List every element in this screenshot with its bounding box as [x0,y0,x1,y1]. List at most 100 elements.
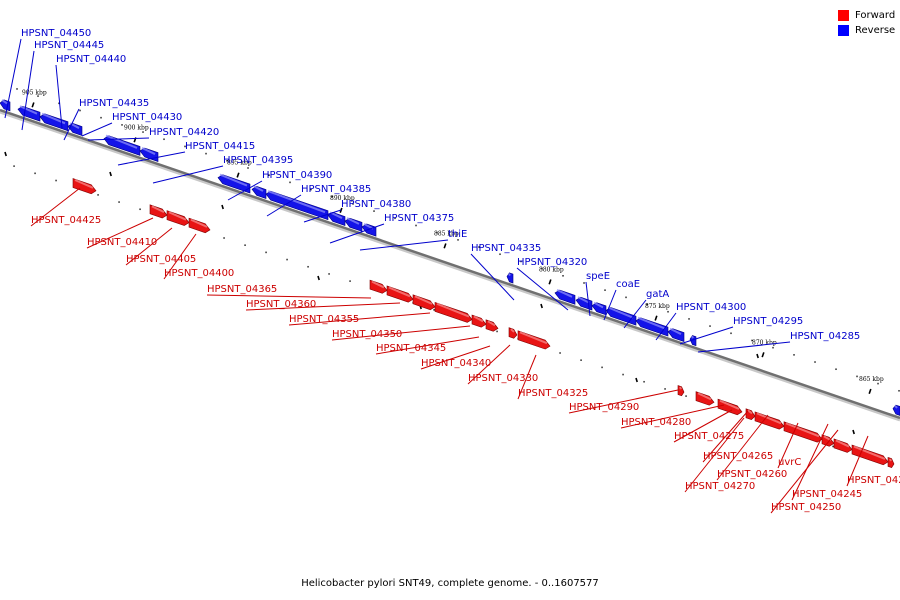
scale-tick [761,352,765,358]
minor-tick-top [625,296,627,299]
minor-tick-bottom [643,380,645,383]
reverse-gene [689,335,697,347]
minor-tick-top [457,239,459,241]
reverse-gene [892,404,900,416]
forward-gene-label: HPSNT_04265 [703,451,773,462]
legend-reverse-label: Reverse [855,25,896,36]
leader-line [375,336,480,355]
minor-tick-top [79,109,81,112]
forward-gene [166,210,190,226]
scale-label: 890 kbp [330,195,355,202]
reverse-gene-label: HPSNT_04385 [301,184,371,195]
minor-tick-top [352,203,354,205]
minor-tick-top [478,246,480,248]
leader-line [163,233,197,280]
minor-tick-top [667,310,669,313]
minor-tick-top [415,224,417,227]
forward-gene [833,438,853,453]
minor-tick-top [688,318,690,320]
forward-gene-label: HPSNT_04410 [87,237,157,248]
minor-tick-top [100,116,102,119]
reverse-swatch [838,25,849,36]
forward-gene [434,301,473,323]
minor-tick-top [184,145,186,148]
minor-tick-bottom [97,194,99,196]
reverse-gene-label: HPSNT_04300 [676,302,746,313]
leader-line [603,289,617,321]
forward-gene [412,294,436,311]
forward-gene [887,456,895,468]
reverse-gene [217,173,251,194]
leader-line [152,165,224,184]
minor-tick-bottom [664,388,666,390]
leader-line [125,227,173,266]
leader-line [30,187,81,227]
forward-gene [188,217,211,234]
reverse-gene-label: HPSNT_04430 [112,112,182,123]
minor-tick-bottom [307,265,309,268]
reverse-gene-label: HPSNT_04390 [262,170,332,181]
forward-gene-label: HPSNT_04365 [207,284,277,295]
major-tick [109,171,112,177]
reverse-gene-label: speE [586,271,610,282]
genome-caption: Helicobacter pylori SNT49, complete geno… [301,578,599,589]
minor-tick-bottom [139,208,141,211]
scale-label: 885 kbp [434,231,459,238]
legend: Forward Reverse [838,8,895,38]
forward-gene-label: HPSNT_04425 [31,215,101,226]
reverse-gene [506,272,514,284]
scale-tick [443,243,447,249]
minor-tick-top [814,361,816,363]
reverse-gene-label: HPSNT_04295 [733,316,803,327]
minor-tick-top [646,303,648,306]
forward-gene [717,398,743,416]
forward-gene-label: HPSNT_04275 [674,431,744,442]
minor-tick-bottom [349,280,351,282]
minor-tick-top [373,210,375,212]
leader-line [303,209,342,223]
scale-tick [548,279,552,285]
major-tick [221,204,224,210]
forward-gene [695,391,715,406]
minor-tick-top [541,267,543,270]
leader-line [359,239,449,251]
forward-gene-label: HPSNT_04360 [246,299,316,310]
forward-gene-label: HPSNT_04250 [771,502,841,513]
leader-line [206,294,372,299]
minor-tick-bottom [559,352,561,354]
minor-tick-top [394,217,396,220]
leader-line [623,299,647,329]
minor-tick-bottom [622,373,624,376]
leader-line [81,122,113,137]
reverse-gene-label: HPSNT_04380 [341,199,411,210]
forward-gene-label: HPSNT_04240 [847,475,900,486]
minor-tick-top [499,253,501,256]
reverse-gene-label: HPSNT_04445 [34,40,104,51]
forward-gene [386,285,414,303]
major-tick [635,377,638,383]
leader-line [655,312,677,341]
reverse-gene-label: HPSNT_04420 [149,127,219,138]
leader-line [467,344,511,385]
minor-tick-top [121,124,123,126]
minor-tick-bottom [223,237,225,239]
leader-line [716,414,769,481]
leader-line [117,151,186,166]
minor-tick-top [772,346,774,349]
minor-tick-bottom [55,179,57,182]
legend-reverse: Reverse [838,23,895,38]
minor-tick-top [751,339,753,342]
minor-tick-bottom [265,251,267,254]
leader-line [55,64,63,129]
minor-tick-bottom [13,165,15,167]
legend-forward-label: Forward [855,10,896,21]
reverse-gene-label: HPSNT_04375 [384,213,454,224]
scale-label: 865 kbp [859,376,884,383]
forward-gene-label: HPSNT_04260 [717,469,787,480]
leader-line [791,423,829,501]
minor-tick-top [142,131,144,133]
minor-tick-top [730,332,732,335]
leader-line [517,354,537,400]
forward-gene-label: HPSNT_04350 [332,329,402,340]
major-tick [317,275,320,281]
